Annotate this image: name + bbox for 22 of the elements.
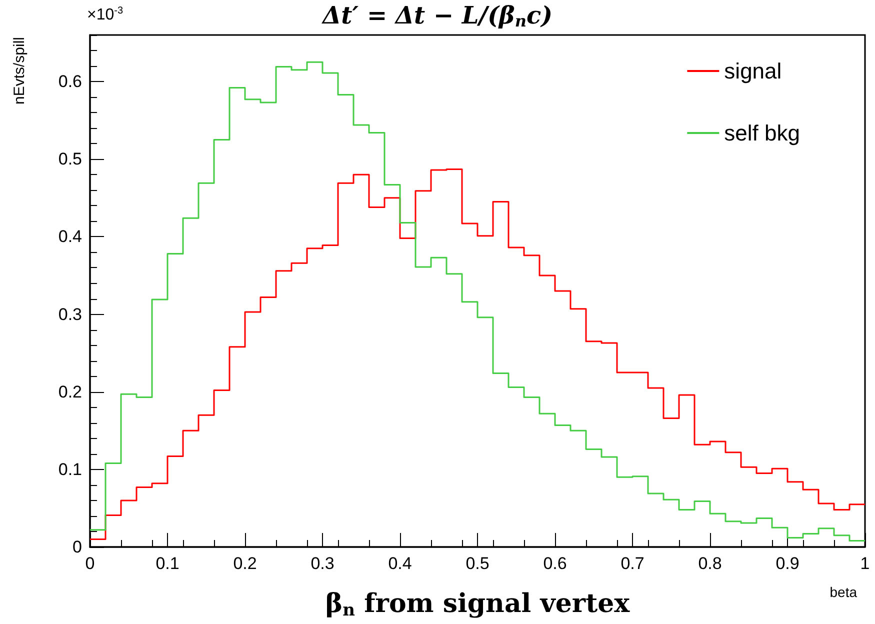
x-tick-label: 0.8 — [698, 554, 722, 573]
x-tick-label: 0 — [85, 554, 95, 573]
x-tick-label: 0.4 — [388, 554, 412, 573]
y-tick-label: 0.5 — [58, 150, 82, 169]
y-tick-label: 0.1 — [58, 460, 82, 479]
y-tick-label: 0.2 — [58, 382, 82, 402]
y-tick-label: 0.6 — [58, 72, 82, 92]
legend-label: self bkg — [724, 120, 800, 146]
y-axis-title: nEvts/spill — [11, 36, 28, 105]
y-tick-label: 0.4 — [58, 227, 82, 246]
x-tick-label: 0.5 — [466, 554, 490, 573]
x-tick-label: 0.3 — [310, 554, 334, 573]
x-tick-label: 0.1 — [156, 554, 180, 573]
y-tick-label: 0 — [72, 538, 82, 556]
text: beta — [830, 584, 858, 600]
y-tick-label: 0.3 — [58, 304, 82, 324]
x-tick-label: 0.9 — [776, 554, 800, 573]
x-tick-label: 0.6 — [543, 554, 567, 573]
x-tick-label: 0.7 — [620, 554, 644, 573]
x-tick-label: 0.2 — [233, 554, 257, 573]
legend-label: signal — [724, 58, 782, 84]
x-tick-label: 1 — [860, 554, 870, 573]
